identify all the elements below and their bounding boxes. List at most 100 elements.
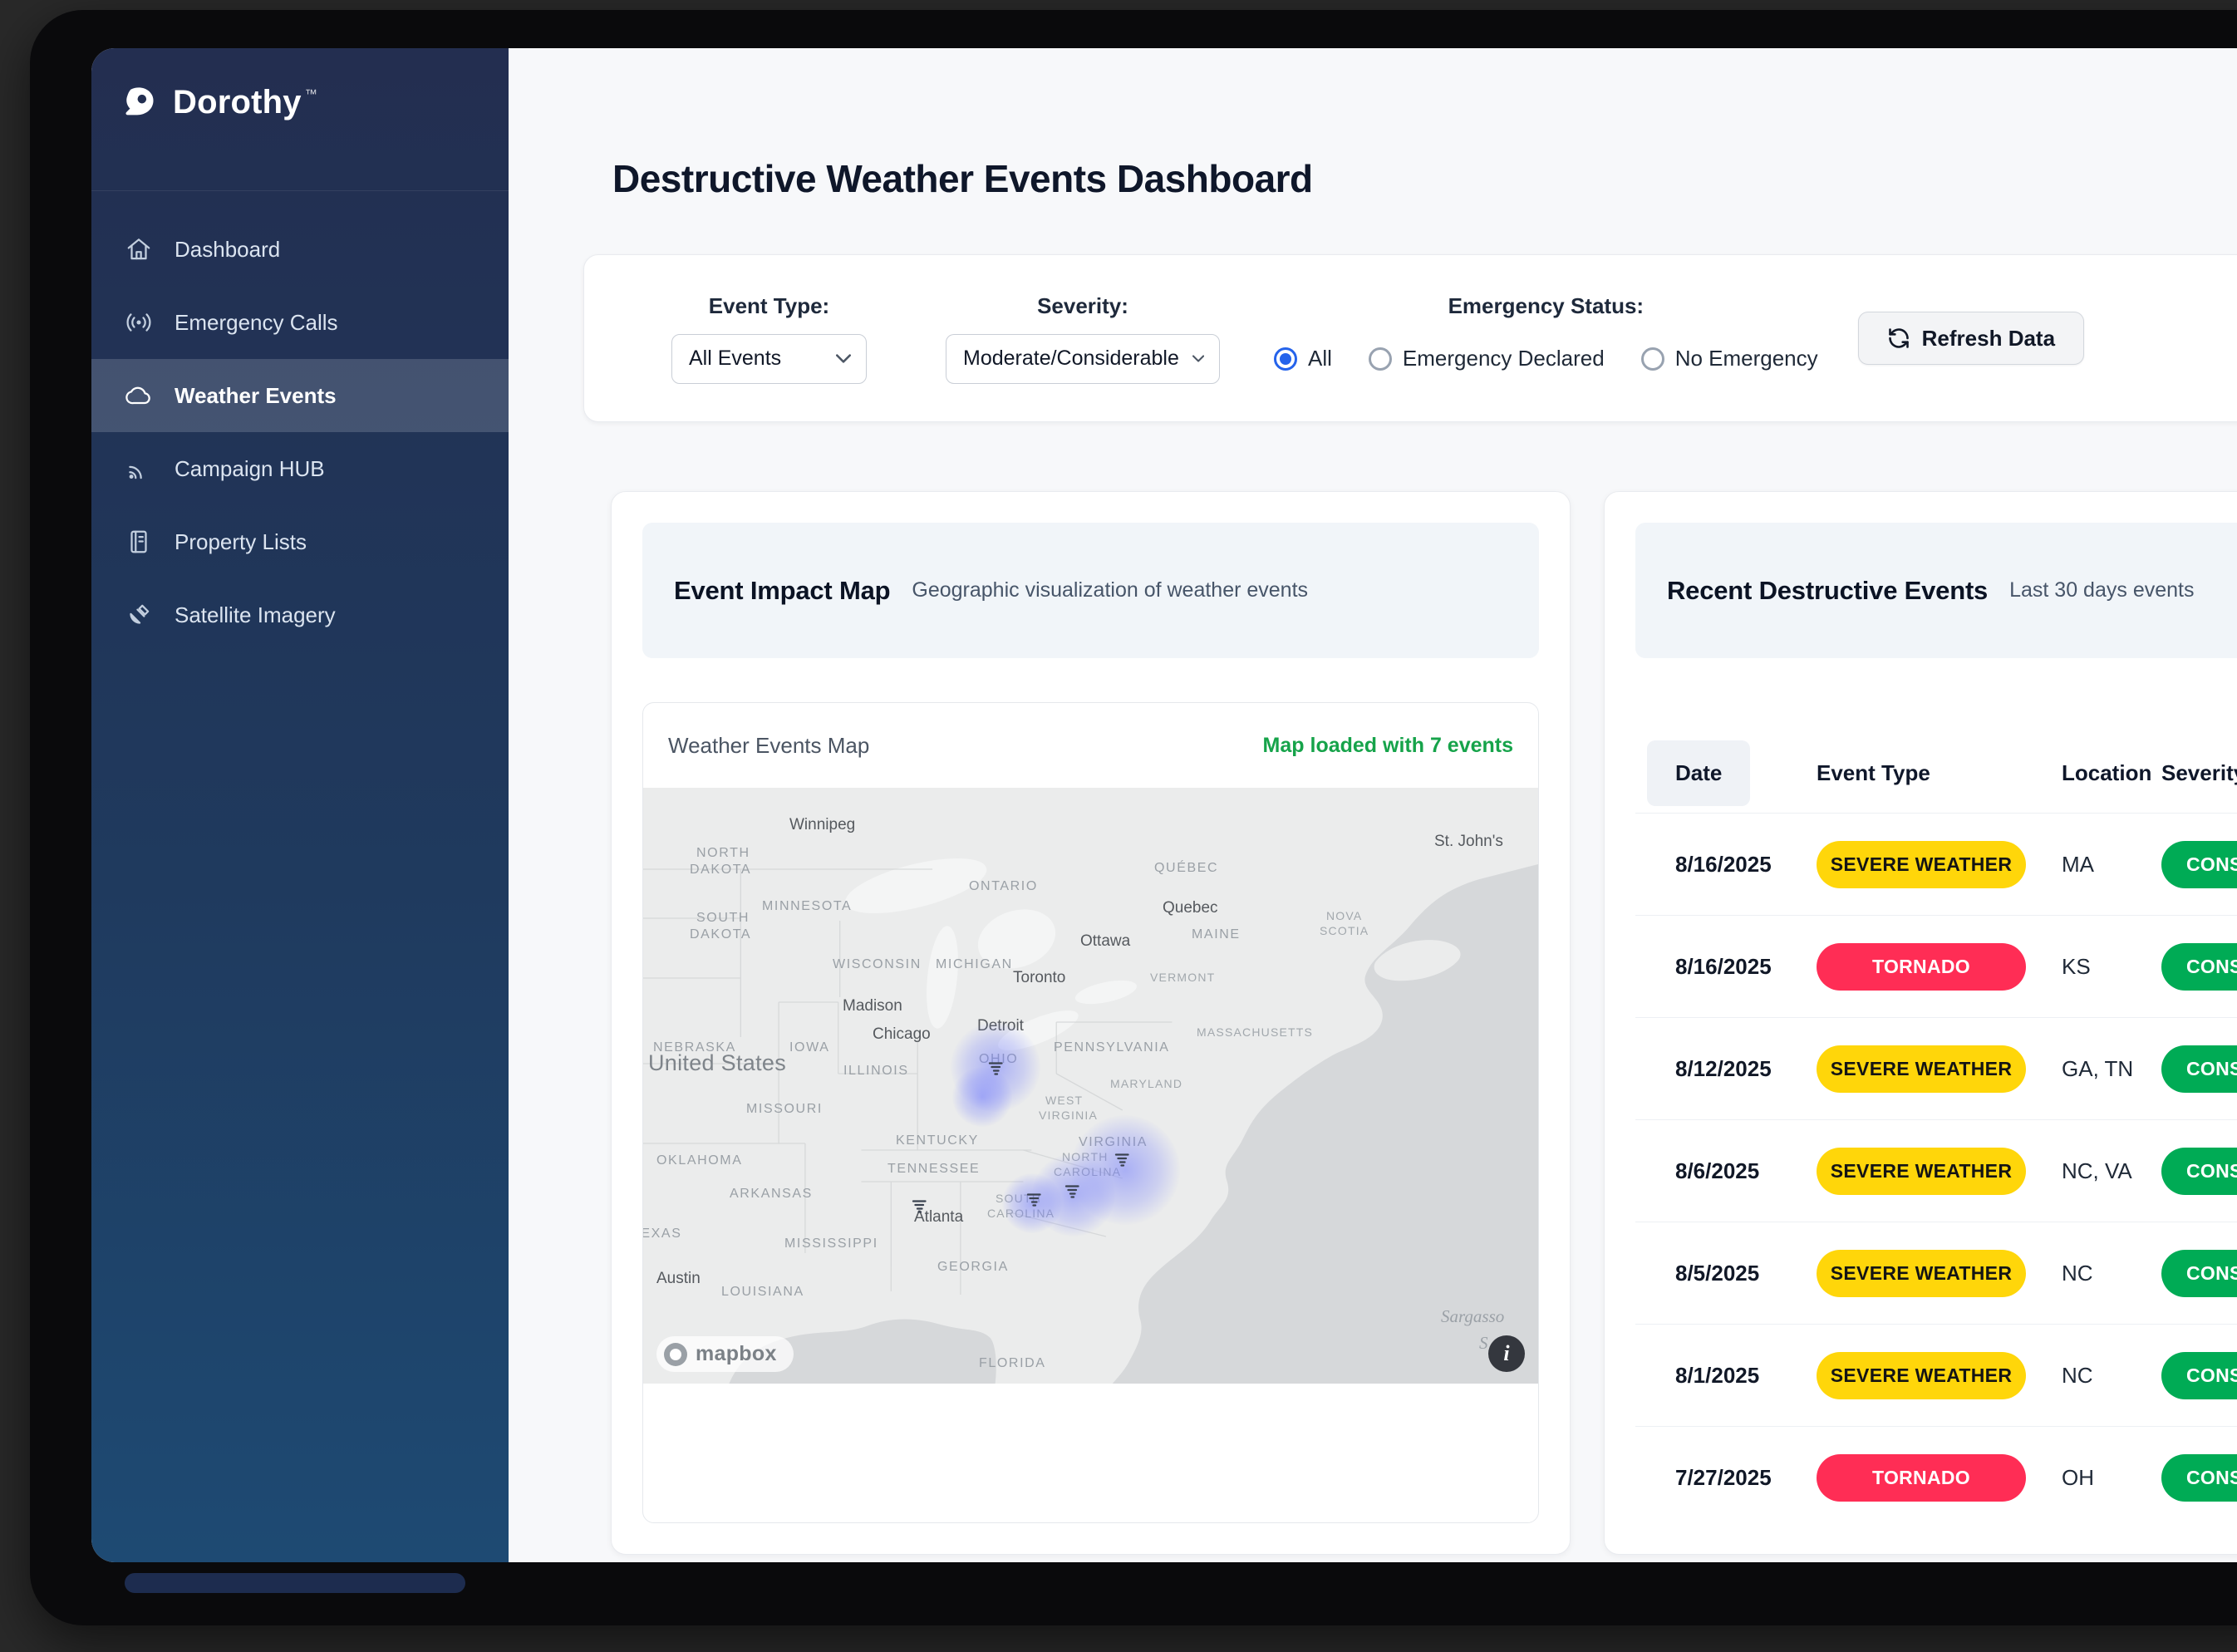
location-cell: GA, TN: [2062, 1055, 2134, 1081]
radio-button: [1274, 347, 1297, 371]
event-type-badge: SEVERE WEATHER: [1817, 1045, 2026, 1093]
table-row: 8/16/2025 SEVERE WEATHER MA CONSIDERABLE: [1635, 813, 2237, 916]
column-header-date[interactable]: Date: [1635, 733, 1817, 814]
severity-filter: Severity: Moderate/Considerable: [946, 293, 1220, 384]
severity-badge: CONSIDERABLE: [2161, 1045, 2237, 1093]
home-icon: [125, 235, 153, 263]
date-cell: 8/16/2025: [1675, 851, 1772, 877]
refresh-label: Refresh Data: [1921, 325, 2056, 351]
ledger-icon: [125, 528, 153, 556]
page-title: Destructive Weather Events Dashboard: [612, 157, 1313, 200]
event-type-label: Event Type:: [708, 293, 830, 318]
table-header-row: Date Event Type Location Severity: [1635, 733, 2237, 814]
sidebar-item-weather-events[interactable]: Weather Events: [91, 359, 509, 432]
radio-label: All: [1308, 346, 1332, 371]
sidebar-item-label: Weather Events: [175, 382, 337, 408]
location-cell: NC: [2062, 1362, 2093, 1388]
table-row: 8/12/2025 SEVERE WEATHER GA, TN CONSIDER…: [1635, 1017, 2237, 1120]
sidebar-item-campaign-hub[interactable]: Campaign HUB: [91, 432, 509, 505]
map-info-button[interactable]: i: [1488, 1335, 1525, 1372]
sidebar: Dorothy ™ Dashboard Emergency Calls: [91, 48, 509, 1562]
map-card-header: Event Impact Map Geographic visualizatio…: [642, 523, 1539, 658]
location-cell: NC, VA: [2062, 1158, 2132, 1183]
severity-label: Severity:: [1037, 293, 1128, 318]
radio-button: [1368, 347, 1392, 371]
sidebar-item-emergency-calls[interactable]: Emergency Calls: [91, 286, 509, 359]
cloud-icon: [125, 381, 153, 410]
location-cell: MA: [2062, 851, 2094, 877]
event-type-filter: Event Type: All Events: [671, 293, 867, 384]
broadcast-icon: [125, 308, 153, 337]
dorothy-logo-icon: [125, 87, 154, 116]
sidebar-item-satellite-imagery[interactable]: Satellite Imagery: [91, 578, 509, 651]
sidebar-item-label: Property Lists: [175, 529, 307, 554]
column-header-location[interactable]: Location: [2062, 760, 2152, 785]
severity-badge: CONSIDERABLE: [2161, 1147, 2237, 1195]
map-status-text: Map loaded with 7 events: [1262, 733, 1513, 757]
sidebar-item-label: Campaign HUB: [175, 455, 325, 481]
events-card-subtitle: Last 30 days events: [2009, 578, 2195, 602]
severity-badge: CONSIDERABLE: [2161, 1351, 2237, 1399]
event-type-badge: SEVERE WEATHER: [1817, 840, 2026, 888]
sidebar-item-dashboard[interactable]: Dashboard: [91, 213, 509, 286]
table-row: 8/16/2025 TORNADO KS CONSIDERABLE: [1635, 915, 2237, 1018]
events-card-title: Recent Destructive Events: [1667, 575, 1989, 605]
date-cell: 8/5/2025: [1675, 1260, 1760, 1286]
map-card-subtitle: Geographic visualization of weather even…: [912, 578, 1309, 602]
radio-label: No Emergency: [1674, 346, 1818, 371]
event-type-select[interactable]: All Events: [671, 333, 867, 384]
mapbox-logo-text: mapbox: [696, 1342, 777, 1365]
event-impact-map-card: Event Impact Map Geographic visualizatio…: [611, 491, 1571, 1555]
rss-icon: [125, 455, 153, 483]
logo-block: Dorothy ™: [91, 48, 509, 191]
location-cell: KS: [2062, 953, 2091, 979]
mapbox-logo-icon: [664, 1342, 687, 1366]
sidebar-item-property-lists[interactable]: Property Lists: [91, 505, 509, 578]
location-cell: OH: [2062, 1464, 2094, 1490]
table-row: 8/6/2025 SEVERE WEATHER NC, VA CONSIDERA…: [1635, 1119, 2237, 1222]
chevron-down-icon: [836, 354, 851, 363]
severity-select[interactable]: Moderate/Considerable: [946, 333, 1220, 384]
dashboard-cards: Event Impact Map Geographic visualizatio…: [611, 491, 2237, 1555]
recent-events-card: Recent Destructive Events Last 30 days e…: [1604, 491, 2237, 1555]
column-header-severity[interactable]: Severity: [2161, 760, 2237, 785]
map-panel-header: Weather Events Map Map loaded with 7 eve…: [643, 703, 1538, 788]
severity-badge: CONSIDERABLE: [2161, 840, 2237, 888]
date-cell: 8/16/2025: [1675, 953, 1772, 979]
event-type-badge: TORNADO: [1817, 942, 2026, 991]
mapbox-attribution[interactable]: mapbox: [656, 1336, 794, 1372]
table-row: 7/27/2025 TORNADO OH CONSIDERABLE: [1635, 1426, 2237, 1529]
device-frame: Dorothy ™ Dashboard Emergency Calls: [30, 10, 2237, 1625]
dorothy-logo[interactable]: Dorothy ™: [120, 81, 509, 123]
event-type-badge: TORNADO: [1817, 1453, 2026, 1502]
event-type-badge: SEVERE WEATHER: [1817, 1351, 2026, 1399]
event-type-badge: SEVERE WEATHER: [1817, 1249, 2026, 1297]
chevron-down-icon: [1192, 355, 1204, 362]
emergency-status-label: Emergency Status:: [1448, 293, 1645, 318]
severity-value: Moderate/Considerable: [963, 347, 1179, 370]
satellite-icon: [125, 601, 153, 629]
recent-events-table: Date Event Type Location Severity 8/16/2…: [1635, 733, 2237, 1528]
emergency-status-radios: All Emergency Declared No Emergency: [1274, 334, 1818, 384]
radio-no-emergency[interactable]: No Emergency: [1640, 346, 1818, 371]
severity-badge: CONSIDERABLE: [2161, 1249, 2237, 1297]
main-content: Destructive Weather Events Dashboard Eve…: [509, 48, 2237, 1562]
column-header-event-type[interactable]: Event Type: [1817, 760, 1930, 785]
table-row: 8/5/2025 SEVERE WEATHER NC CONSIDERABLE: [1635, 1222, 2237, 1325]
map-card-title: Event Impact Map: [674, 575, 891, 605]
event-type-value: All Events: [689, 347, 782, 370]
sidebar-item-label: Satellite Imagery: [175, 602, 336, 627]
logo-text: Dorothy: [173, 84, 302, 120]
sidebar-item-label: Dashboard: [175, 236, 281, 262]
radio-label: Emergency Declared: [1402, 346, 1605, 371]
radio-emergency-declared[interactable]: Emergency Declared: [1368, 346, 1605, 371]
radio-all[interactable]: All: [1274, 346, 1332, 371]
emergency-status-filter: Emergency Status: All Emergency Declared: [1274, 293, 1818, 384]
refresh-data-button[interactable]: Refresh Data: [1857, 312, 2085, 365]
app-window: Dorothy ™ Dashboard Emergency Calls: [91, 48, 2237, 1562]
events-card-header: Recent Destructive Events Last 30 days e…: [1635, 523, 2237, 658]
map-canvas[interactable]: Winnipeg ONTARIO QUÉBEC St. John's Quebec NOV…: [643, 788, 1538, 1384]
date-cell: 8/6/2025: [1675, 1158, 1760, 1183]
table-row: 8/1/2025 SEVERE WEATHER NC CONSIDERABLE: [1635, 1324, 2237, 1427]
severity-badge: CONSIDERABLE: [2161, 942, 2237, 991]
